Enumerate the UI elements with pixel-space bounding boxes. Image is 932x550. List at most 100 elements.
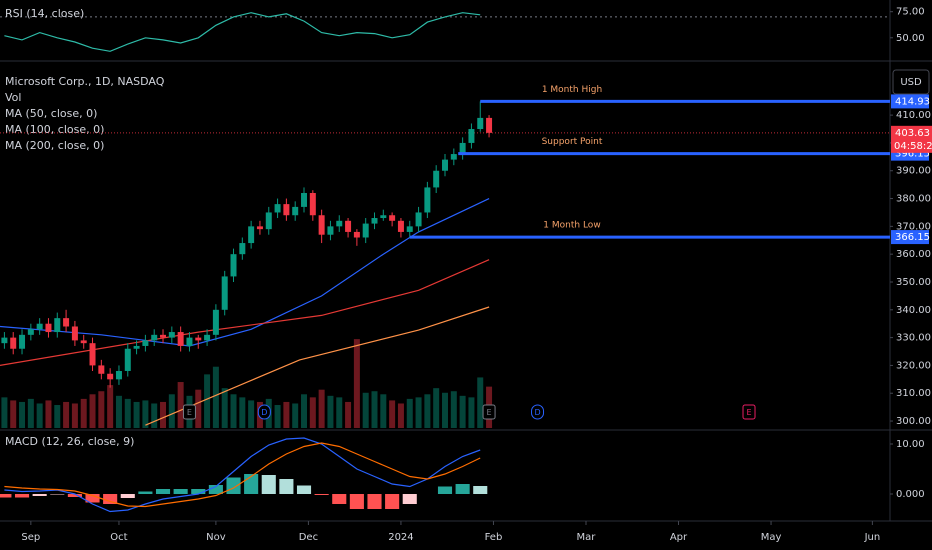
- candle-body: [221, 276, 228, 310]
- histogram-bar: [103, 494, 118, 504]
- volume-bar: [160, 401, 167, 428]
- currency[interactable]: USD: [900, 77, 922, 88]
- volume-bar: [221, 388, 228, 428]
- volume-bar: [239, 397, 246, 428]
- volume-bar: [151, 403, 158, 428]
- y-tick-label: 10.00: [896, 439, 925, 450]
- candle-body: [19, 334, 26, 349]
- volume-bar: [389, 400, 396, 428]
- panel-title: RSI (14, close): [5, 7, 84, 20]
- candle-body: [168, 332, 175, 338]
- y-tick-label: 320.00: [896, 360, 931, 371]
- event-label: E: [487, 408, 492, 417]
- histogram-bar: [349, 494, 364, 509]
- volume-bar: [230, 394, 237, 428]
- volume-bar: [45, 400, 52, 428]
- candle-body: [54, 318, 61, 333]
- x-tick-label: Oct: [110, 532, 127, 543]
- candle-body: [80, 340, 87, 344]
- histogram-bar: [0, 494, 12, 498]
- volume-bar: [459, 395, 466, 428]
- x-tick-label: May: [761, 532, 782, 543]
- candle-body: [45, 323, 52, 333]
- candle-body: [477, 117, 484, 130]
- candle-body: [318, 215, 325, 235]
- volume-bar: [10, 400, 17, 428]
- candle-body: [301, 192, 308, 207]
- candle-body: [115, 370, 122, 380]
- currency-button[interactable]: [892, 69, 930, 95]
- x-tick-label: Feb: [485, 532, 503, 543]
- moving-average: [0, 259, 490, 366]
- y-tick-label: 310.00: [896, 388, 931, 399]
- volume-bar: [124, 398, 131, 428]
- candle-body: [424, 187, 431, 213]
- volume-bar: [362, 392, 369, 428]
- volume-bar: [327, 395, 334, 428]
- candle-body: [345, 220, 352, 232]
- candle-body: [336, 220, 343, 227]
- event-label: D: [261, 408, 267, 417]
- last-price-label: 403.63: [895, 128, 930, 139]
- candle-body: [177, 332, 184, 346]
- volume-bar: [133, 401, 140, 428]
- candle-body: [63, 318, 70, 327]
- volume-bar: [477, 377, 484, 428]
- price-tag-label: 396.15: [895, 149, 930, 160]
- moving-average: [145, 306, 490, 426]
- histogram-bar: [120, 494, 135, 498]
- candle-body: [186, 337, 193, 346]
- candle-body: [230, 254, 237, 277]
- volume-bar: [142, 400, 149, 428]
- candle-body: [195, 337, 202, 341]
- last-price-tag: [891, 125, 932, 153]
- candle-body: [36, 323, 43, 330]
- candle-body: [486, 117, 493, 133]
- volume-bar: [336, 397, 343, 428]
- x-tick-label: Jun: [864, 532, 881, 543]
- histogram-bar: [279, 479, 294, 494]
- volume-bar: [19, 401, 26, 428]
- volume-bar: [54, 405, 61, 428]
- histogram-bar: [208, 485, 223, 494]
- volume-bar: [309, 397, 316, 428]
- candle-body: [239, 243, 246, 255]
- volume-bar: [71, 403, 78, 428]
- candle-body: [362, 223, 369, 238]
- volume-bar: [424, 394, 431, 428]
- y-tick-label: 75.00: [896, 7, 925, 18]
- volume-bar: [415, 397, 422, 428]
- volume-bar: [406, 398, 413, 428]
- candle-body: [283, 204, 290, 216]
- volume-bar: [433, 388, 440, 428]
- candle-body: [133, 345, 140, 349]
- price-tag-label: 366.15: [895, 232, 930, 243]
- rsi-line: [4, 12, 481, 52]
- histogram-bar: [138, 491, 153, 494]
- x-tick-label: Apr: [670, 532, 688, 543]
- volume-bar: [177, 382, 184, 428]
- candle-body: [327, 226, 334, 235]
- event-label: E: [746, 408, 751, 417]
- event-label: E: [187, 408, 192, 417]
- event-marker: [742, 404, 756, 420]
- legend-entry: MA (100, close, 0): [5, 123, 104, 136]
- macd-line: [4, 437, 481, 513]
- histogram-bar: [332, 494, 347, 504]
- volume-bar: [283, 401, 290, 428]
- legend-entry: MA (200, close, 0): [5, 139, 104, 152]
- candle-body: [442, 159, 448, 171]
- histogram-bar: [32, 494, 47, 496]
- volume-bar: [318, 389, 325, 428]
- candle-body: [124, 348, 131, 371]
- volume-bar: [468, 397, 475, 428]
- event-marker: [257, 404, 271, 420]
- volume-bar: [248, 400, 255, 428]
- y-tick-label: 350.00: [896, 277, 931, 288]
- volume-bar: [371, 391, 378, 428]
- candle-body: [406, 226, 413, 232]
- candle-body: [274, 204, 281, 213]
- histogram-bar: [455, 484, 470, 494]
